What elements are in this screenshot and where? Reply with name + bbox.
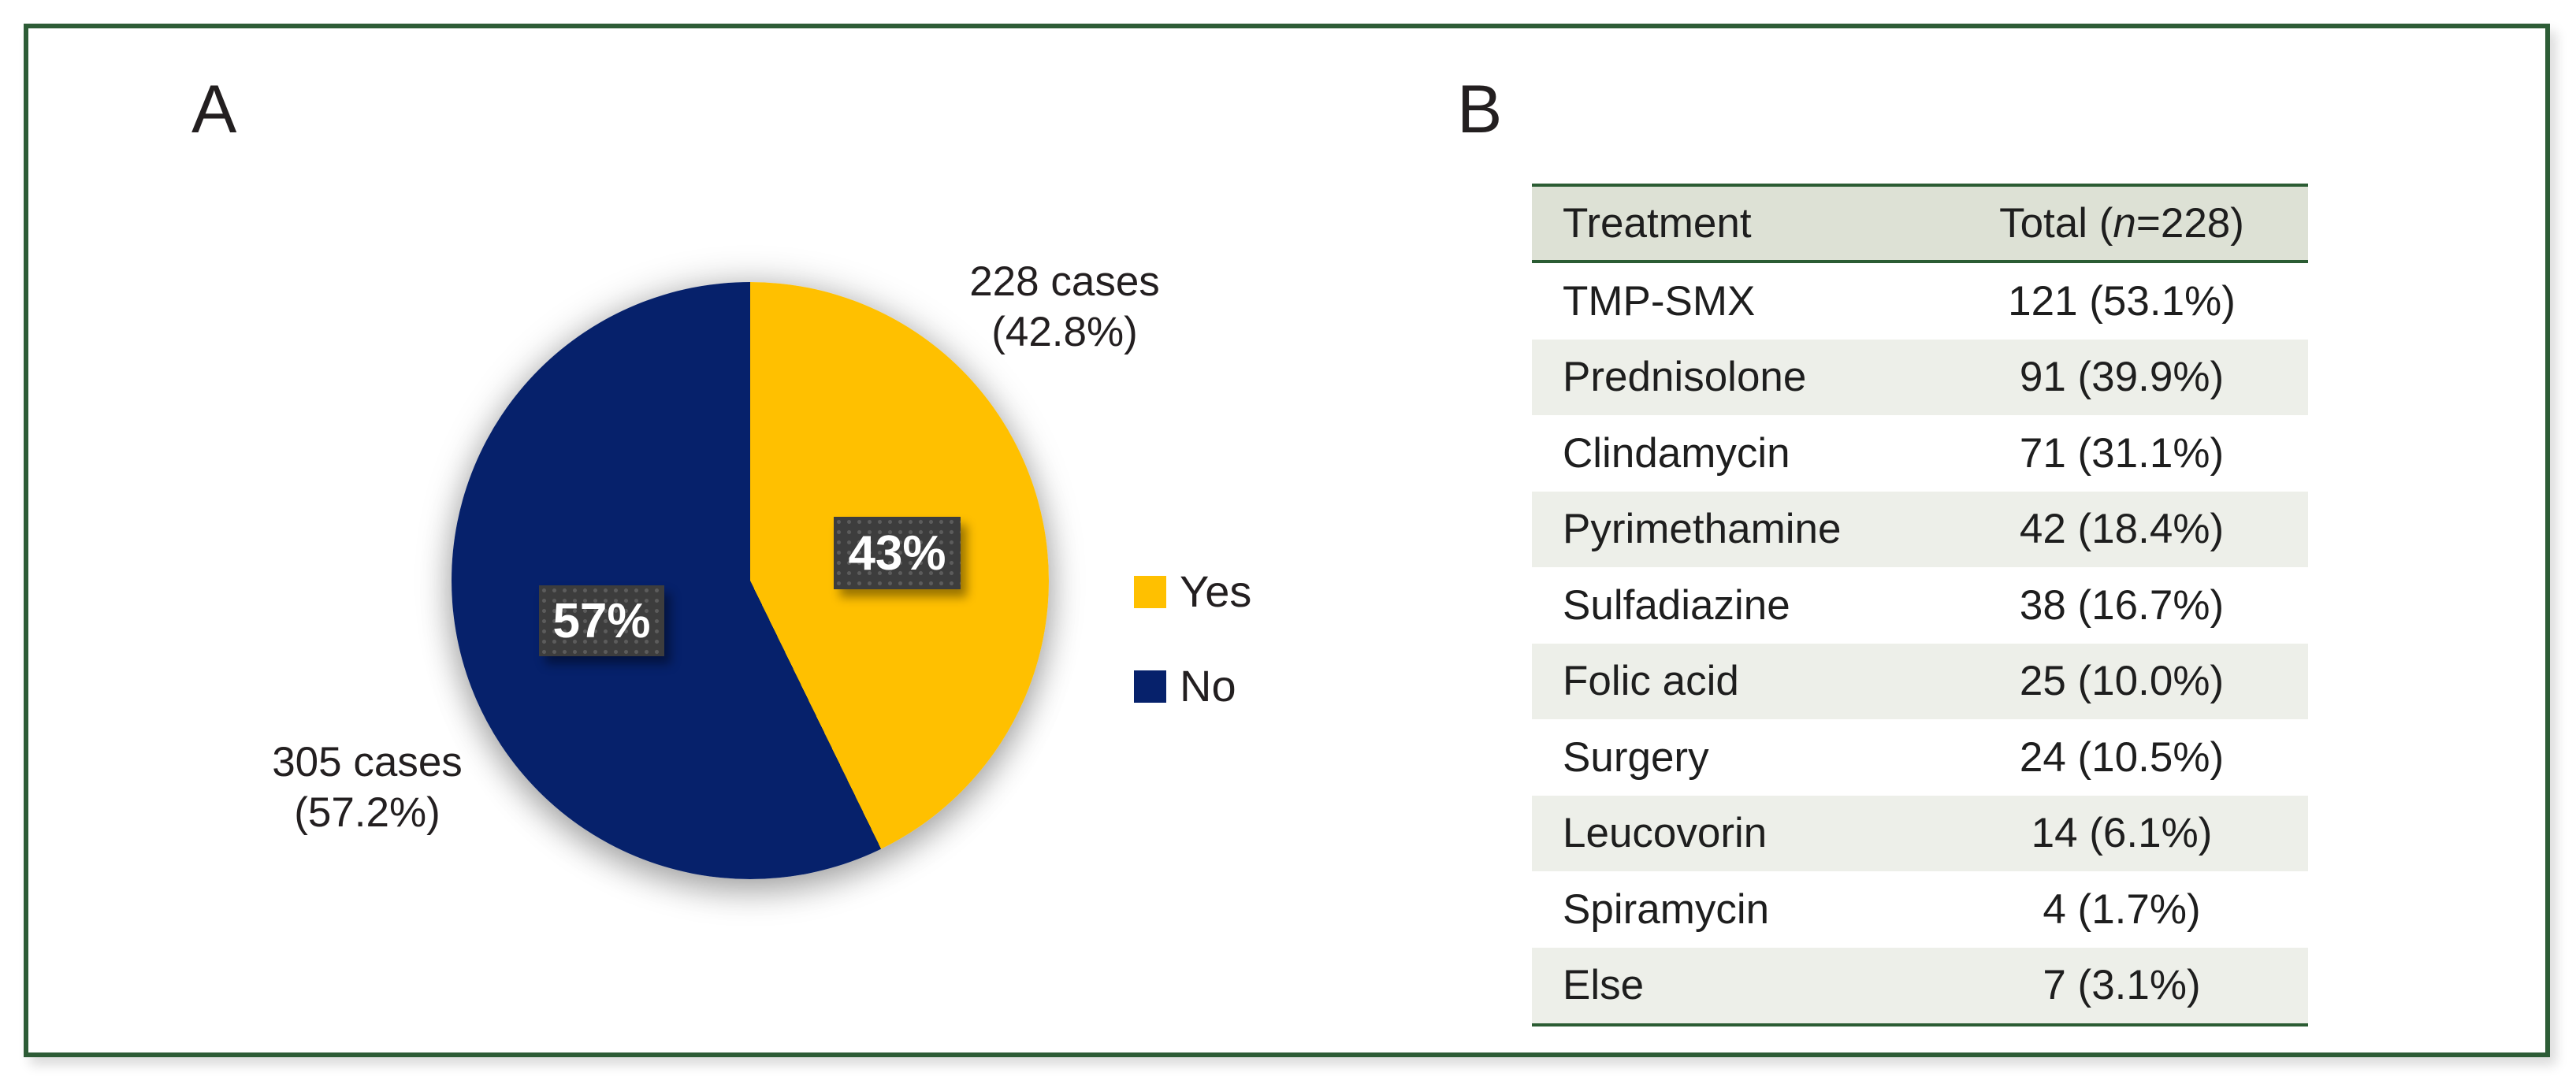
table-row: Leucovorin 14 (6.1%): [1532, 795, 2308, 871]
legend-label-yes: Yes: [1180, 566, 1252, 616]
panel-b-label: B: [1457, 72, 1503, 147]
table-row: Else 7 (3.1%): [1532, 947, 2308, 1023]
table-row: Clindamycin 71 (31.1%): [1532, 415, 2308, 492]
table-header-row: Treatment Total (n=228): [1532, 187, 2308, 263]
pie-annotation-no: 305 cases (57.2%): [190, 737, 545, 838]
table-row: Prednisolone 91 (39.9%): [1532, 339, 2308, 415]
legend-item-no: No: [1134, 664, 1251, 708]
treatment-total: 24 (10.5%): [2019, 733, 2225, 781]
legend-swatch-no: [1134, 670, 1166, 703]
pie-annotation-yes-line1: 228 cases: [969, 258, 1160, 305]
table-header-total-suffix: =228): [2136, 200, 2244, 247]
table-row: Sulfadiazine 38 (16.7%): [1532, 567, 2308, 644]
treatment-total: 4 (1.7%): [2043, 885, 2201, 933]
legend-swatch-yes: [1134, 575, 1166, 608]
legend-label-no: No: [1180, 661, 1236, 711]
table-header-total-n: n: [2113, 200, 2136, 247]
treatment-total: 25 (10.0%): [2019, 658, 2225, 705]
table-body: TMP-SMX 121 (53.1%) Prednisolone 91 (39.…: [1532, 263, 2308, 1023]
treatment-name: Pyrimethamine: [1563, 506, 1842, 553]
table-row: Spiramycin 4 (1.7%): [1532, 871, 2308, 948]
pie-annotation-no-line1: 305 cases: [272, 739, 463, 785]
treatment-name: Sulfadiazine: [1563, 581, 1790, 629]
table-row: Pyrimethamine 42 (18.4%): [1532, 491, 2308, 567]
table-row: TMP-SMX 121 (53.1%): [1532, 263, 2308, 340]
legend-item-yes: Yes: [1134, 570, 1251, 614]
pie-percent-label-no: 57%: [539, 585, 664, 656]
table-header-treatment: Treatment: [1563, 200, 1752, 247]
pie-percent-label-yes: 43%: [834, 517, 961, 589]
table-row: Surgery 24 (10.5%): [1532, 719, 2308, 796]
table-header-total: Total (n=228): [1935, 199, 2308, 247]
panel-a-label: A: [191, 72, 237, 147]
pie-annotation-yes-line2: (42.8%): [991, 309, 1138, 355]
pie-annotation-yes: 228 cases (42.8%): [887, 257, 1242, 358]
treatment-name: Else: [1563, 962, 1645, 1009]
pie-annotation-no-line2: (57.2%): [294, 789, 440, 836]
pie-legend: Yes No: [1134, 570, 1251, 708]
figure-frame: A B 228 cases (42.8%) 305 cases (57.2%) …: [24, 24, 2550, 1057]
treatment-name: TMP-SMX: [1563, 277, 1756, 325]
treatment-name: Surgery: [1563, 733, 1709, 781]
treatment-total: 71 (31.1%): [2019, 429, 2225, 477]
treatment-total: 7 (3.1%): [2043, 962, 2201, 1009]
treatment-total: 42 (18.4%): [2019, 506, 2225, 553]
table-row: Folic acid 25 (10.0%): [1532, 643, 2308, 719]
treatment-total: 91 (39.9%): [2019, 354, 2225, 401]
treatment-total: 38 (16.7%): [2019, 581, 2225, 629]
treatment-name: Leucovorin: [1563, 810, 1768, 857]
treatment-name: Clindamycin: [1563, 429, 1790, 477]
treatment-name: Folic acid: [1563, 658, 1739, 705]
treatment-name: Spiramycin: [1563, 885, 1770, 933]
treatment-table: Treatment Total (n=228) TMP-SMX 121 (53.…: [1532, 184, 2308, 1026]
treatment-total: 14 (6.1%): [2031, 810, 2213, 857]
treatment-total: 121 (53.1%): [2008, 277, 2236, 325]
treatment-name: Prednisolone: [1563, 354, 1807, 401]
table-header-total-prefix: Total (: [1999, 200, 2113, 247]
